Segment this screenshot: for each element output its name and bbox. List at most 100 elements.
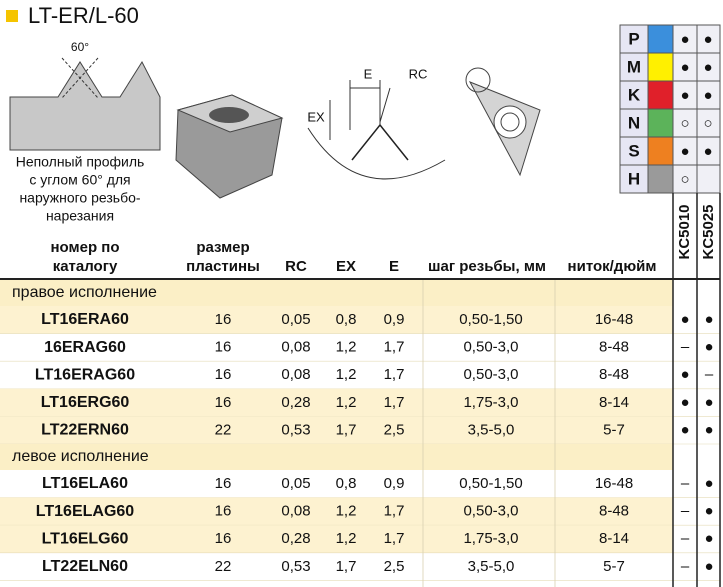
- grade-symbol: ●: [703, 143, 712, 160]
- cell: 3,5-5,0: [468, 421, 515, 438]
- cell: –: [681, 339, 690, 356]
- grade-symbol: ●: [703, 87, 712, 104]
- cell: 1,75-3,0: [463, 394, 518, 411]
- grade-symbol: ●: [680, 59, 689, 76]
- cell: 8-48: [599, 339, 629, 356]
- cell: 0,50-3,0: [463, 503, 518, 520]
- grade-cell: [672, 164, 698, 194]
- cell: 2,5: [384, 421, 405, 438]
- grade-symbol: ●: [703, 59, 712, 76]
- grade-symbol: ○: [680, 171, 689, 188]
- material-cell: [619, 52, 649, 82]
- cell: 16: [215, 366, 232, 383]
- row-band: [0, 416, 673, 444]
- cell: 0,05: [281, 311, 310, 328]
- cell: 8-48: [599, 503, 629, 520]
- cell: LT22ERN60: [41, 422, 129, 439]
- cell: 0,8: [336, 311, 357, 328]
- material-cell: [619, 80, 649, 110]
- cell: 0,08: [281, 339, 310, 356]
- cell: 1,2: [336, 366, 357, 383]
- cell: ●: [704, 311, 713, 328]
- dim-line: [379, 87, 391, 123]
- column-header: ниток/дюйм: [568, 258, 657, 275]
- cell: 1,7: [336, 421, 357, 438]
- cell: ●: [680, 366, 689, 383]
- cell: LT22ELN60: [42, 558, 128, 575]
- angle-line: [61, 57, 99, 99]
- material-color: [647, 164, 674, 194]
- material-cell: [619, 136, 649, 166]
- cell: 0,8: [336, 475, 357, 492]
- cell: 0,53: [281, 421, 310, 438]
- profile-caption: нарезания: [46, 208, 114, 224]
- insert-hole: [209, 107, 249, 123]
- cell: LT16ELAG60: [36, 503, 135, 520]
- profile-caption: с углом 60° для: [29, 172, 130, 188]
- column-header: размер: [196, 239, 249, 256]
- row-band: [0, 388, 673, 417]
- grade-symbol: ○: [703, 115, 712, 132]
- cell: LT16ELA60: [42, 475, 128, 492]
- cell: ●: [704, 530, 713, 547]
- cell: LT16ERG60: [41, 394, 130, 411]
- grade-header: KC5025: [700, 204, 717, 259]
- cell: 1,75-3,0: [463, 530, 518, 547]
- cell: ●: [704, 421, 713, 438]
- cell: ●: [704, 503, 713, 520]
- angle-label: 60°: [71, 40, 89, 54]
- column-header: пластины: [186, 258, 260, 275]
- grade-cell: [696, 164, 721, 194]
- grade-symbol: ●: [680, 31, 689, 48]
- cell: –: [681, 558, 690, 575]
- cell: ●: [704, 394, 713, 411]
- cell: –: [681, 503, 690, 520]
- cell: 22: [215, 558, 232, 575]
- cell: ●: [680, 421, 689, 438]
- material-label: M: [627, 57, 641, 76]
- column-header: E: [389, 258, 399, 275]
- cell: 2,5: [384, 558, 405, 575]
- grade-symbol: ●: [680, 143, 689, 160]
- profile-caption: наружного резьбо-: [19, 190, 140, 206]
- cell: 1,7: [384, 503, 405, 520]
- cell: 16ERAG60: [44, 339, 126, 356]
- section-band: [0, 280, 673, 306]
- grade-cell: [672, 136, 698, 166]
- cell: 16: [215, 503, 232, 520]
- cell: 16: [215, 339, 232, 356]
- profile-caption: Неполный профиль: [16, 154, 145, 170]
- column-header: EX: [336, 258, 356, 275]
- cell: ●: [680, 311, 689, 328]
- row-band: [0, 525, 673, 553]
- material-cell: [619, 108, 649, 138]
- column-header: каталогу: [53, 258, 118, 275]
- cell: ●: [704, 475, 713, 492]
- material-color: [647, 80, 674, 110]
- cell: 1,2: [336, 530, 357, 547]
- section-title: левое исполнение: [12, 448, 149, 465]
- cell: 1,7: [384, 366, 405, 383]
- material-color: [647, 52, 674, 82]
- cell: ●: [680, 394, 689, 411]
- cell: 0,53: [281, 558, 310, 575]
- detail-circle: [465, 67, 491, 93]
- cell: 22: [215, 421, 232, 438]
- cell: 0,50-1,50: [459, 475, 522, 492]
- cell: 0,28: [281, 530, 310, 547]
- insert-hole: [493, 105, 527, 139]
- cell: –: [705, 366, 714, 383]
- material-color: [647, 24, 674, 54]
- cell: 0,08: [281, 366, 310, 383]
- page-title: LT-ER/L-60: [28, 3, 139, 28]
- cell: ●: [704, 558, 713, 575]
- cell: 0,08: [281, 503, 310, 520]
- cell: 0,9: [384, 475, 405, 492]
- cell: 0,50-3,0: [463, 366, 518, 383]
- cell: 16: [215, 530, 232, 547]
- title-marker: [6, 10, 18, 22]
- column-header: шаг резьбы, мм: [428, 258, 546, 275]
- cell: LT16ERA60: [41, 311, 129, 328]
- dim-profile: [351, 123, 409, 161]
- section-band: [0, 444, 673, 470]
